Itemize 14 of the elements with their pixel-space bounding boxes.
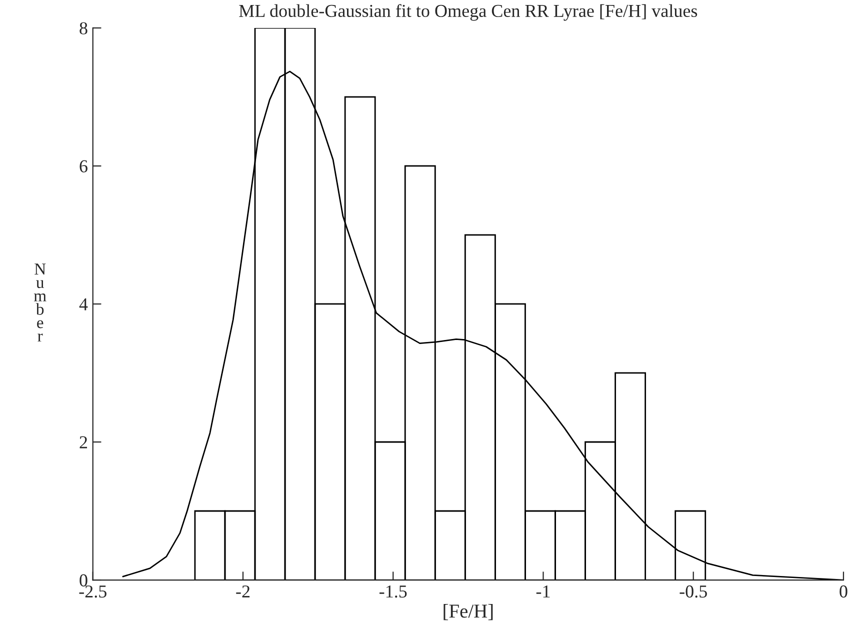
y-axis-title: Number xyxy=(34,264,46,342)
y-tick-label: 6 xyxy=(80,160,88,172)
y-tick-label: 4 xyxy=(79,298,88,310)
x-tick-label: -2 xyxy=(236,585,250,598)
y-tick-label: 8 xyxy=(80,22,88,34)
x-tick-label: -0.5 xyxy=(680,585,707,598)
y-tick-label: 2 xyxy=(80,436,88,448)
x-tick-label: -2.5 xyxy=(79,585,106,598)
x-tick-label: -1 xyxy=(536,585,550,598)
chart-title: ML double-Gaussian fit to Omega Cen RR Lyrae [Fe/H] values xyxy=(239,4,698,21)
y-tick-label: 0 xyxy=(80,574,88,586)
x-tick-label: 0 xyxy=(840,585,848,598)
x-tick-label: -1.5 xyxy=(379,585,407,598)
x-axis-title: [Fe/H] xyxy=(444,604,493,620)
